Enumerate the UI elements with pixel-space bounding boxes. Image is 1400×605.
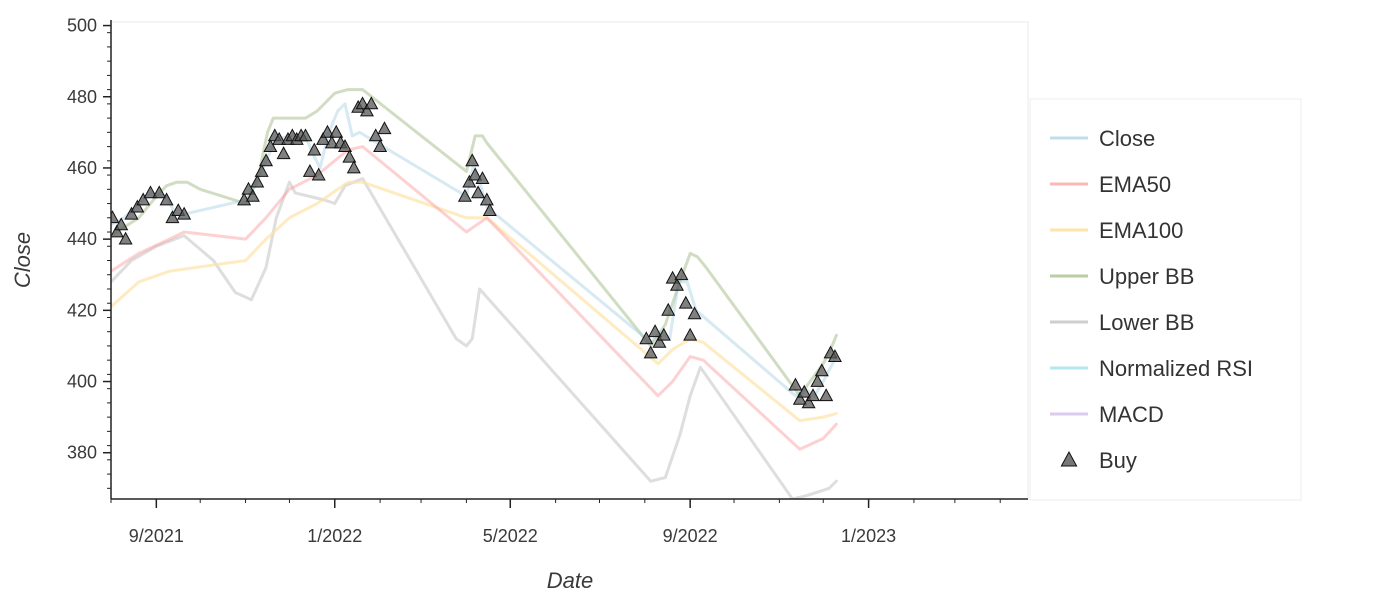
buy-marker [457,188,472,202]
buy-marker [337,139,353,152]
buy-marker [130,199,145,213]
legend-swatch-buy [1060,450,1078,467]
x-tick-label: 1/2023 [841,526,896,546]
buy-marker [263,139,278,152]
buy-marker [324,135,339,149]
legend-label-lower-bb: Lower BB [1099,310,1194,335]
buy-marker [814,363,829,377]
legend-label-ema50: EMA50 [1099,172,1171,197]
buy-marker [111,224,124,238]
buy-marker [177,206,192,220]
buy-marker [259,153,274,167]
buy-marker [254,163,269,177]
buy-marker [471,185,486,199]
y-tick-label: 500 [67,16,97,36]
legend: Close EMA50 EMA100 Upper BB Lower BB Normaliz… [1029,98,1302,501]
buy-marker [656,327,671,341]
buy-marker [359,103,374,117]
buy-marker [342,149,357,163]
y-tick-label: 460 [67,158,97,178]
buy-marker [377,121,392,135]
buy-marker [797,384,812,398]
buy-marker [245,188,260,202]
buy-marker [320,124,335,138]
series-line-ema50 [111,145,838,451]
buy-marker [792,391,807,405]
x-tick-label: 5/2022 [483,526,538,546]
buy-marker [316,131,331,145]
buy-marker [152,185,167,199]
plot-area [110,21,1029,500]
buy-marker [118,231,133,245]
legend-box [1029,98,1302,501]
buy-marker [801,395,816,409]
buy-marker [143,185,158,199]
buy-marker [307,142,322,156]
buy-marker [788,377,803,391]
buy-marker [329,124,344,138]
legend-label-close: Close [1099,126,1155,151]
buy-marker [311,167,326,181]
buy-marker [648,324,663,338]
series-line-ema100 [111,180,838,423]
buy-marker [346,160,361,174]
buy-marker [678,295,693,309]
series-line-upper-bb [111,88,838,398]
buy-marker [482,203,497,217]
buy-marker [111,210,120,224]
buy-marker [368,128,383,142]
buy-marker [465,153,480,167]
buy-marker [364,96,379,110]
buy-marker [652,334,667,348]
axis-layer: 380 400 420 440 460 480 500 9/2021 1/2022 5/2022 9… [67,16,1028,546]
x-tick-label: 1/2022 [307,526,362,546]
legend-label-macd: MACD [1099,402,1164,427]
legend-label-ema100: EMA100 [1099,218,1183,243]
buy-marker [302,163,317,177]
y-tick-label: 380 [67,443,97,463]
y-tick-label: 400 [67,372,97,392]
buy-marker [373,139,388,152]
y-tick-label: 480 [67,87,97,107]
y-axis-label: Close [10,232,35,288]
buy-marker-layer [111,96,842,409]
legend-label-upper-bb: Upper BB [1099,264,1194,289]
buy-marker [165,210,180,224]
y-tick-label: 440 [67,229,97,249]
buy-marker [674,267,689,281]
buy-marker [805,388,821,402]
buy-marker [827,349,842,362]
x-tick-label: 9/2021 [129,526,184,546]
buy-marker [643,345,658,359]
y-tick-label: 420 [67,300,97,320]
buy-marker [237,192,252,206]
buy-marker [298,128,313,142]
buy-marker [819,388,834,402]
x-tick-label: 9/2022 [663,526,718,546]
buy-marker [479,192,494,206]
buy-marker [462,174,477,188]
buy-marker [124,206,139,220]
buy-marker [810,373,825,387]
buy-marker [661,302,676,316]
buy-marker [276,146,291,160]
buy-marker [250,174,265,188]
legend-label-buy: Buy [1099,448,1137,473]
buy-marker [468,167,483,181]
x-axis-label: Date [547,568,593,593]
buy-marker [475,171,490,185]
buy-marker [136,192,151,206]
legend-label-normalized-rsi: Normalized RSI [1099,356,1253,381]
buy-marker [272,131,287,145]
buy-marker [639,331,654,345]
buy-marker [669,277,685,291]
buy-marker [683,327,698,341]
buy-marker [159,192,174,206]
buy-marker [687,306,702,320]
buy-marker [114,217,129,231]
